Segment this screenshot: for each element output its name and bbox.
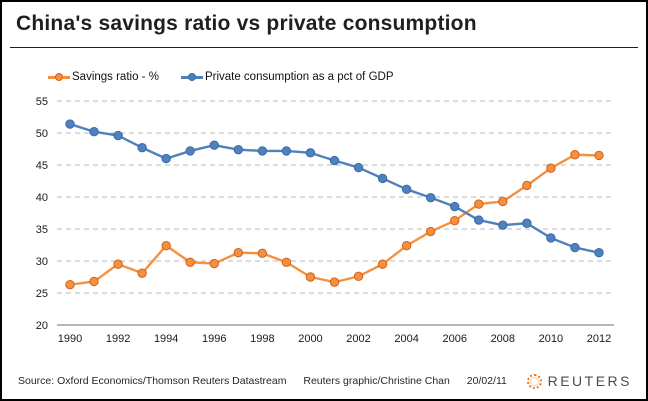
y-tick-label: 50 <box>36 128 48 140</box>
series-point <box>113 130 123 141</box>
y-tick-label: 20 <box>36 320 48 332</box>
series-point <box>498 196 508 207</box>
y-tick-label: 35 <box>36 224 48 236</box>
series-point <box>65 279 75 290</box>
series-point <box>522 218 532 228</box>
credit-text: Reuters graphic/Christine Chan <box>303 375 450 387</box>
series-point <box>594 247 604 258</box>
series-point <box>113 259 123 269</box>
series-point <box>281 146 292 156</box>
series-line-1 <box>68 122 601 254</box>
series-point <box>425 192 436 203</box>
reuters-logo: REUTERS <box>526 373 632 389</box>
series-point <box>401 240 412 251</box>
series-point <box>257 146 268 156</box>
series-point <box>185 257 195 267</box>
y-tick-label: 25 <box>36 288 48 300</box>
series-point <box>546 163 556 173</box>
date-text: 20/02/11 <box>466 375 507 387</box>
x-tick-label: 2008 <box>491 333 515 345</box>
reuters-logo-text: REUTERS <box>547 373 632 389</box>
x-tick-label: 2002 <box>346 333 370 345</box>
legend-item-consumption: Private consumption as a pct of GDP <box>180 71 394 83</box>
x-tick-label: 2000 <box>298 333 322 345</box>
legend-label-consumption: Private consumption as a pct of GDP <box>204 71 394 83</box>
series-point <box>89 127 99 137</box>
series-point <box>233 247 244 258</box>
series-point <box>377 173 388 184</box>
series-line-0 <box>68 153 601 286</box>
series-point <box>161 153 171 164</box>
savings-dot-icon <box>55 73 63 81</box>
x-tick-label: 2004 <box>394 333 418 345</box>
series-point <box>185 146 195 156</box>
legend-item-savings: Savings ratio - % <box>48 71 159 83</box>
legend-label-savings: Savings ratio - % <box>72 71 159 83</box>
series-point <box>570 242 580 253</box>
x-tick-label: 1996 <box>202 333 226 345</box>
series-point <box>377 259 388 269</box>
line-chart: 20 25 30 35 40 45 50 55 1990 1992 1994 1996 1998 2000… <box>36 96 614 345</box>
series-point <box>137 143 147 153</box>
series-point <box>257 248 268 259</box>
legend: Savings ratio - % Private consumption as… <box>48 71 394 83</box>
y-tick-label: 55 <box>36 96 48 108</box>
series-point <box>425 226 436 237</box>
series-point <box>353 271 364 282</box>
series-point <box>474 199 484 209</box>
y-tick-label: 45 <box>36 160 48 172</box>
x-tick-label: 1994 <box>154 333 178 345</box>
source-text: Source: Oxford Economics/Thomson Reuters… <box>18 375 287 387</box>
consumption-series-marker-icon <box>180 73 203 81</box>
page-title: China's savings ratio vs private consump… <box>16 12 477 35</box>
y-tick-label: 40 <box>36 192 48 204</box>
series-point <box>570 150 580 160</box>
title-divider <box>10 47 638 48</box>
series-point <box>498 220 508 230</box>
y-tick-label: 30 <box>36 256 48 268</box>
series-point <box>305 272 316 282</box>
series-point <box>474 215 484 225</box>
series-point <box>401 184 412 195</box>
series-point <box>522 180 532 191</box>
x-tick-label: 1992 <box>106 333 130 345</box>
series-point <box>329 277 340 287</box>
series-point <box>594 150 604 161</box>
series-point <box>209 140 219 150</box>
x-tick-label: 1998 <box>250 333 274 345</box>
reuters-sphere-icon <box>526 373 542 389</box>
series-point <box>137 268 147 278</box>
savings-series-marker-icon <box>48 73 70 81</box>
series-point <box>233 144 244 155</box>
x-tick-label: 1990 <box>58 333 82 345</box>
series-point <box>89 276 99 287</box>
series-point <box>161 240 171 251</box>
series-point <box>281 257 292 267</box>
x-tick-label: 2010 <box>539 333 563 345</box>
x-tick-label: 2012 <box>587 333 611 345</box>
series-point <box>329 155 340 166</box>
consumption-dot-icon <box>187 73 196 81</box>
source-line: Source: Oxford Economics/Thomson Reuters… <box>18 375 507 387</box>
series-point <box>353 162 364 173</box>
footer: Source: Oxford Economics/Thomson Reuters… <box>18 368 632 394</box>
series-point <box>450 215 460 226</box>
x-tick-label: 2006 <box>442 333 466 345</box>
series-point <box>450 201 460 212</box>
series-point <box>209 258 219 269</box>
series-point <box>305 148 316 158</box>
series-point <box>546 233 556 243</box>
series-point <box>65 119 75 129</box>
